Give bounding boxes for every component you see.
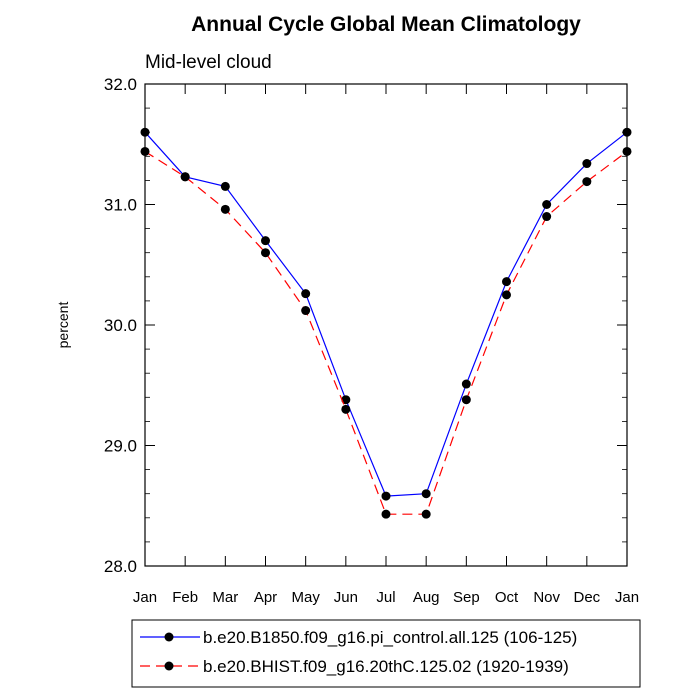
x-tick-label: Aug: [413, 589, 440, 606]
series-marker: [381, 491, 391, 501]
series-marker: [582, 159, 592, 169]
x-tick-label: Mar: [212, 589, 238, 606]
series-marker: [341, 404, 351, 414]
legend-marker: [164, 632, 174, 642]
legend: b.e20.B1850.f09_g16.pi_control.all.125 (…: [131, 619, 641, 688]
series-marker: [461, 395, 471, 405]
x-tick-label: Sep: [453, 589, 480, 606]
series-marker: [220, 181, 230, 191]
series-2: [140, 146, 632, 519]
series-marker: [502, 290, 511, 300]
y-tick-label: 28.0: [104, 557, 137, 576]
series-marker: [220, 204, 230, 214]
series-marker: [542, 212, 552, 222]
series-marker: [421, 509, 431, 519]
series-marker: [622, 127, 632, 137]
x-tick-label: Apr: [254, 589, 277, 606]
series-marker: [582, 177, 592, 187]
series-marker: [180, 172, 190, 182]
x-tick-label: Oct: [495, 589, 519, 606]
y-tick-label: 31.0: [104, 196, 137, 215]
y-tick-label: 32.0: [104, 75, 137, 94]
series-marker: [542, 200, 552, 209]
chart-subtitle: Mid-level cloud: [145, 52, 272, 73]
x-tick-label: Nov: [533, 589, 560, 606]
x-tick-label: Jul: [376, 589, 395, 606]
y-tick-label: 30.0: [104, 316, 137, 335]
x-tick-label: Jan: [615, 589, 639, 606]
y-axis-label: percent: [55, 302, 71, 349]
series-marker: [381, 509, 391, 519]
series-marker: [301, 306, 311, 316]
x-tick-label: Feb: [172, 589, 198, 606]
series-marker: [261, 236, 270, 246]
y-tick-label: 29.0: [104, 437, 137, 456]
series-marker: [461, 379, 471, 389]
series-marker: [140, 127, 150, 137]
axes-group: 28.0 29.0 30.0 31.0 32.0 Jan Feb Mar Apr May Jun Ju…: [104, 75, 639, 606]
x-tick-label: Jan: [133, 589, 157, 606]
series-line: [144, 131, 628, 497]
series-marker: [502, 277, 511, 287]
series-group: [140, 127, 632, 519]
series-marker: [622, 146, 632, 156]
series-marker: [341, 395, 351, 405]
chart-title: Annual Cycle Global Mean Climatology: [191, 13, 581, 36]
series-1: [140, 127, 632, 501]
series-marker: [261, 248, 270, 258]
legend-marker: [164, 661, 174, 671]
series-marker: [421, 489, 431, 499]
series-marker: [140, 146, 150, 156]
x-tick-label: May: [291, 589, 320, 606]
x-tick-label: Dec: [573, 589, 600, 606]
x-tick-label: Jun: [334, 589, 358, 606]
legend-label: b.e20.BHIST.f09_g16.20thC.125.02 (1920-1…: [203, 657, 569, 676]
legend-label: b.e20.B1850.f09_g16.pi_control.all.125 (…: [203, 628, 577, 647]
legend-box: [131, 619, 641, 688]
series-line: [144, 150, 628, 515]
series-marker: [301, 289, 311, 299]
